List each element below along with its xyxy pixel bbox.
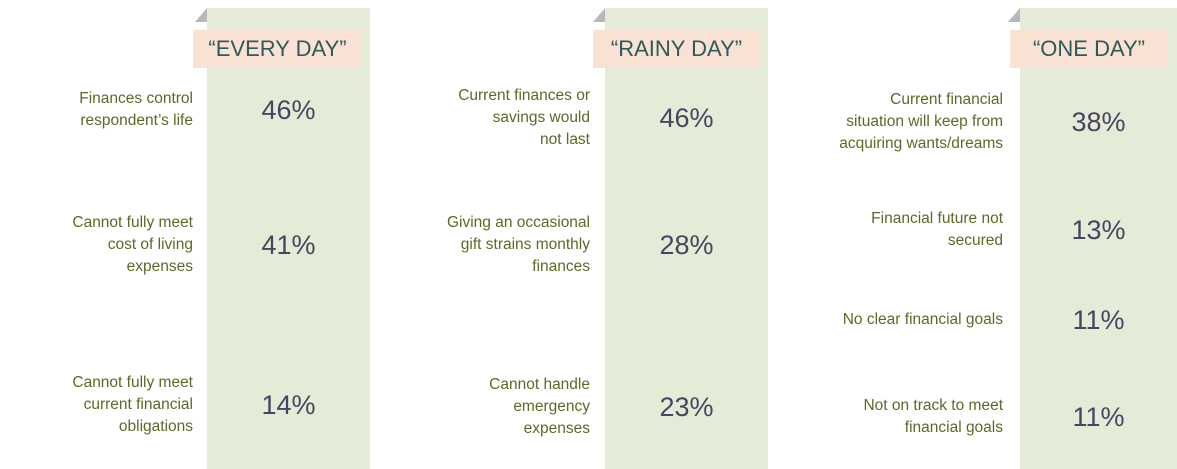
item-label: obligations [118,418,193,435]
panel-title: “ONE DAY” [1010,30,1168,68]
column [605,8,768,469]
item-label: acquiring wants/dreams [839,135,1003,152]
corner-fold [195,8,207,22]
item-label: gift strains monthly [460,236,590,253]
panel-title: “EVERY DAY” [193,30,362,68]
item-label: financial goals [904,419,1003,436]
item-value: 41% [261,230,316,260]
item-value: 46% [659,103,714,133]
item-label: emergency [513,398,590,415]
column [207,8,370,469]
item-value: 13% [1071,215,1126,245]
item-label: respondent’s life [80,112,193,129]
item-label: finances [532,258,590,275]
item-label: Giving an occasional [446,214,590,231]
item-label: savings would [492,109,590,126]
item-value: 28% [659,230,714,260]
item-label: Cannot fully meet [72,214,193,231]
item-label: cost of living [107,236,193,253]
item-label: Current finances or [458,87,590,104]
column [1020,8,1177,469]
item-label: secured [947,232,1003,249]
item-value: 46% [261,95,316,125]
corner-fold [593,8,605,22]
item-label: expenses [523,420,590,437]
item-label: No clear financial goals [842,311,1003,328]
item-value: 23% [659,392,714,422]
item-label: Not on track to meet [863,397,1003,414]
corner-fold [1008,8,1020,22]
item-label: current financial [83,396,193,413]
item-label: Cannot fully meet [72,374,193,391]
item-label: Current financial [890,91,1003,108]
item-label: Cannot handle [489,376,590,393]
item-value: 11% [1072,402,1125,432]
item-label: Finances control [79,90,193,107]
panel-title: “RAINY DAY” [593,30,760,68]
item-value: 14% [261,390,316,420]
item-value: 11% [1072,305,1125,335]
item-label: expenses [126,258,193,275]
item-value: 38% [1071,107,1126,137]
item-label: situation will keep from [846,113,1003,130]
item-label: not last [540,131,590,148]
item-label: Financial future not [871,210,1003,227]
